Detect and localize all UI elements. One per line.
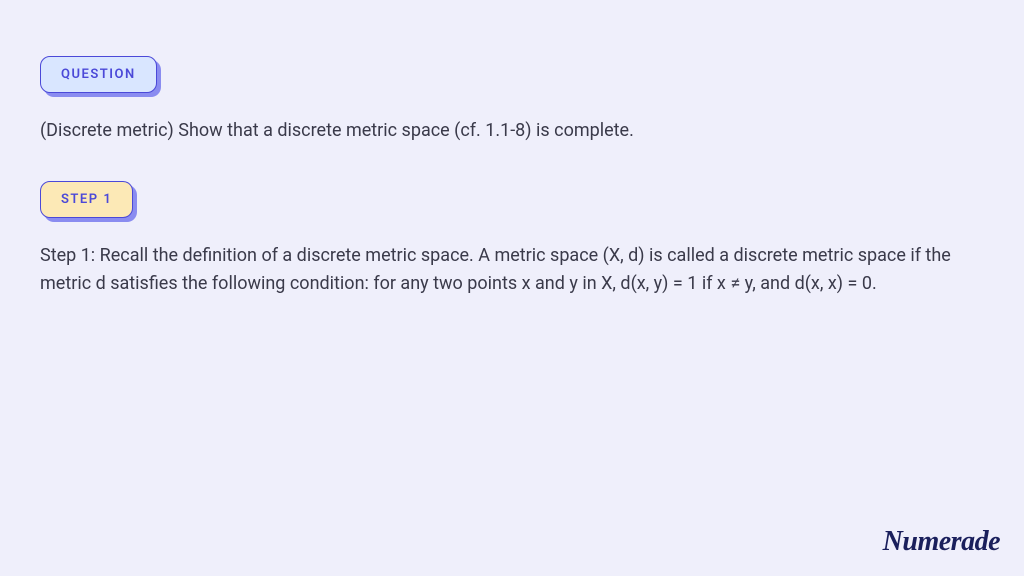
step-badge: STEP 1	[40, 181, 133, 218]
step-text: Step 1: Recall the definition of a discr…	[40, 242, 980, 298]
question-badge-wrap: QUESTION	[40, 56, 157, 93]
content-area: QUESTION (Discrete metric) Show that a d…	[0, 0, 1024, 298]
question-text: (Discrete metric) Show that a discrete m…	[40, 117, 980, 145]
question-badge: QUESTION	[40, 56, 157, 93]
numerade-logo: Numerade	[883, 526, 1000, 558]
step-badge-wrap: STEP 1	[40, 181, 133, 218]
